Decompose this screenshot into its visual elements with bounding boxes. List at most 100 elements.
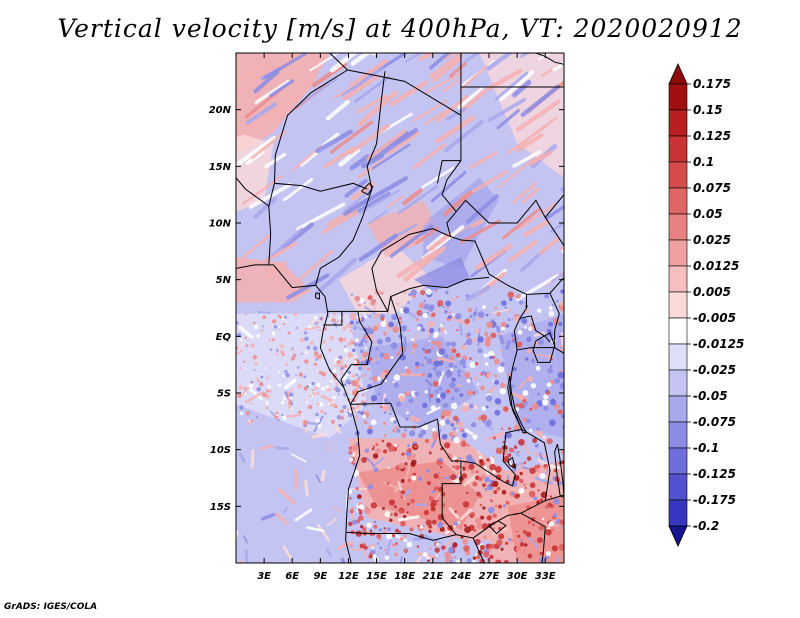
field-cell [419,312,423,315]
field-cell [435,554,438,557]
field-streak [517,202,557,230]
field-cell [466,390,473,396]
field-cell [256,386,261,392]
field-cell [530,383,537,389]
field-streak [275,512,289,525]
field-cell [493,358,500,365]
field-cell [408,292,412,297]
field-cell [477,348,483,354]
field-cell [287,331,291,335]
field-cell [484,362,489,366]
field-cell [325,385,329,389]
field-cell [468,403,474,409]
field-cell [362,374,366,378]
field-cell [313,316,318,320]
field-cell [396,401,402,407]
field-cell [439,476,445,482]
field-streak [333,424,342,434]
field-cell [304,331,308,335]
field-cell [446,453,453,460]
field-cell [454,387,460,393]
field-cell [379,352,385,358]
field-cell [424,390,428,394]
field-streak [392,533,408,543]
field-cell [445,290,449,295]
field-cell [328,402,331,406]
field-cell [480,515,485,520]
field-cell [347,412,353,418]
field-cell [277,371,280,374]
field-cell [264,401,267,404]
field-cell [253,369,256,372]
field-cell [406,541,413,548]
field-cell [523,461,527,465]
field-cell [497,365,505,373]
field-cell [457,374,461,377]
field-streak [464,428,474,436]
field-cell [502,504,507,508]
field-cell [482,506,486,510]
field-cell [486,321,494,329]
field-cell [545,389,548,393]
field-streak [250,449,255,470]
field-cell [401,452,405,456]
field-cell [354,295,361,302]
field-cell [548,306,553,311]
field-cell [522,390,529,397]
field-streak [515,274,559,301]
field-cell [516,336,519,340]
field-streak [285,53,301,61]
field-cell [316,382,321,388]
field-cell [260,375,264,379]
field-streak [534,476,554,485]
field-streak [370,358,379,363]
field-cell [453,521,459,526]
field-cell [527,520,532,525]
field-cell [481,406,487,411]
x-tick-label: 24E [451,571,472,582]
field-streak [294,508,313,522]
field-cell [469,458,476,465]
field-streak [236,108,282,137]
field-cell [432,433,439,441]
border-line [517,347,564,354]
field-cell [511,339,516,344]
field-cell [363,313,366,316]
field-streak [354,75,391,103]
field-streak [502,207,542,240]
field-cell [359,511,363,515]
field-streak [485,424,494,431]
field-cell [486,373,491,378]
y-tick-label: EQ [216,332,232,343]
field-cell [297,384,302,389]
field-cell [403,534,407,538]
field-cell [492,513,497,518]
field-cell [435,340,442,348]
field-cell [494,504,498,508]
field-cell [428,496,434,502]
field-cell [388,489,395,496]
field-cell [331,402,336,407]
field-cell [474,517,482,525]
field-streak [522,219,551,238]
field-cell [342,326,347,331]
field-cell [466,378,471,383]
field-cell [402,307,410,314]
field-cell [536,501,540,505]
field-cell [368,555,372,559]
y-tick-label: 15S [210,502,231,513]
x-axis: 3E 6E 9E 12E 15E 18E 21E 24E 27E 30E 33E [257,53,556,582]
field-cell [532,437,538,443]
colorbar-swatch [668,135,688,163]
field-cell [365,346,368,350]
field-cell [285,373,290,378]
border-line [520,512,546,563]
field-cell [394,552,399,557]
field-cell [481,523,489,530]
field-cell [316,402,320,406]
field-cell [284,370,288,374]
field-cell [478,494,483,499]
field-streak [303,480,309,497]
field-cell [472,311,478,317]
field-cell [309,340,314,345]
